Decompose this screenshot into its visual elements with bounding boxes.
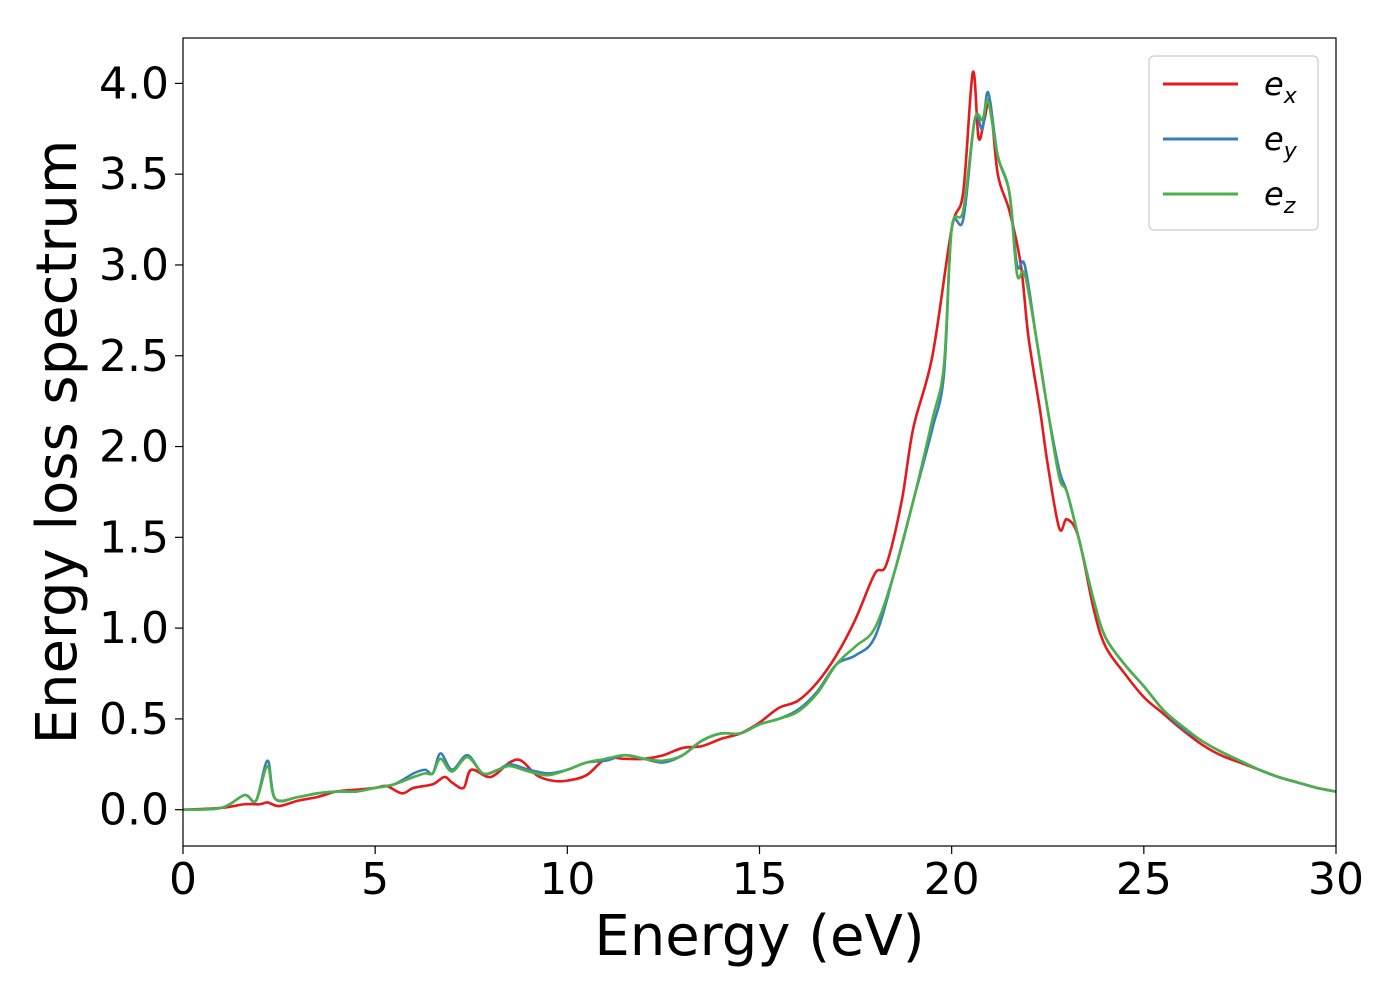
series-line-e-x: [183, 70, 1336, 811]
series-line-e-z: [183, 99, 1336, 811]
y-tick-label: 3.5: [99, 149, 169, 200]
x-axis-label: Energy (eV): [594, 904, 924, 969]
y-axis-label: Energy loss spectrum: [25, 140, 90, 745]
y-tick-label: 4.0: [99, 58, 169, 109]
legend-box: [1148, 55, 1319, 231]
legend-label-x: ex: [1264, 65, 1298, 109]
x-tick-label: 10: [539, 854, 595, 905]
x-tick-label: 30: [1308, 854, 1364, 905]
y-tick-label: 1.5: [99, 512, 169, 563]
legend-label-y: ey: [1264, 120, 1298, 164]
x-tick-label: 25: [1116, 854, 1172, 905]
x-tick-label: 0: [169, 854, 197, 905]
y-tick-label: 2.0: [99, 422, 169, 473]
y-axis: 0.0 0.5 1.0 1.5 2.0 2.5 3.0 3.5 4.0: [99, 58, 183, 836]
x-axis: 0 5 10 15 20 25 30: [169, 846, 1364, 905]
x-tick-label: 15: [732, 854, 788, 905]
y-tick-label: 1.0: [99, 603, 169, 654]
y-tick-label: 0.0: [99, 785, 169, 836]
x-tick-label: 5: [361, 854, 389, 905]
y-tick-label: 3.0: [99, 240, 169, 291]
x-tick-label: 20: [924, 854, 980, 905]
legend-label-z: ez: [1264, 175, 1296, 219]
series-layer: [183, 70, 1336, 811]
legend: ex ey ez: [1148, 55, 1319, 231]
y-tick-label: 2.5: [99, 331, 169, 382]
y-tick-label: 0.5: [99, 694, 169, 745]
